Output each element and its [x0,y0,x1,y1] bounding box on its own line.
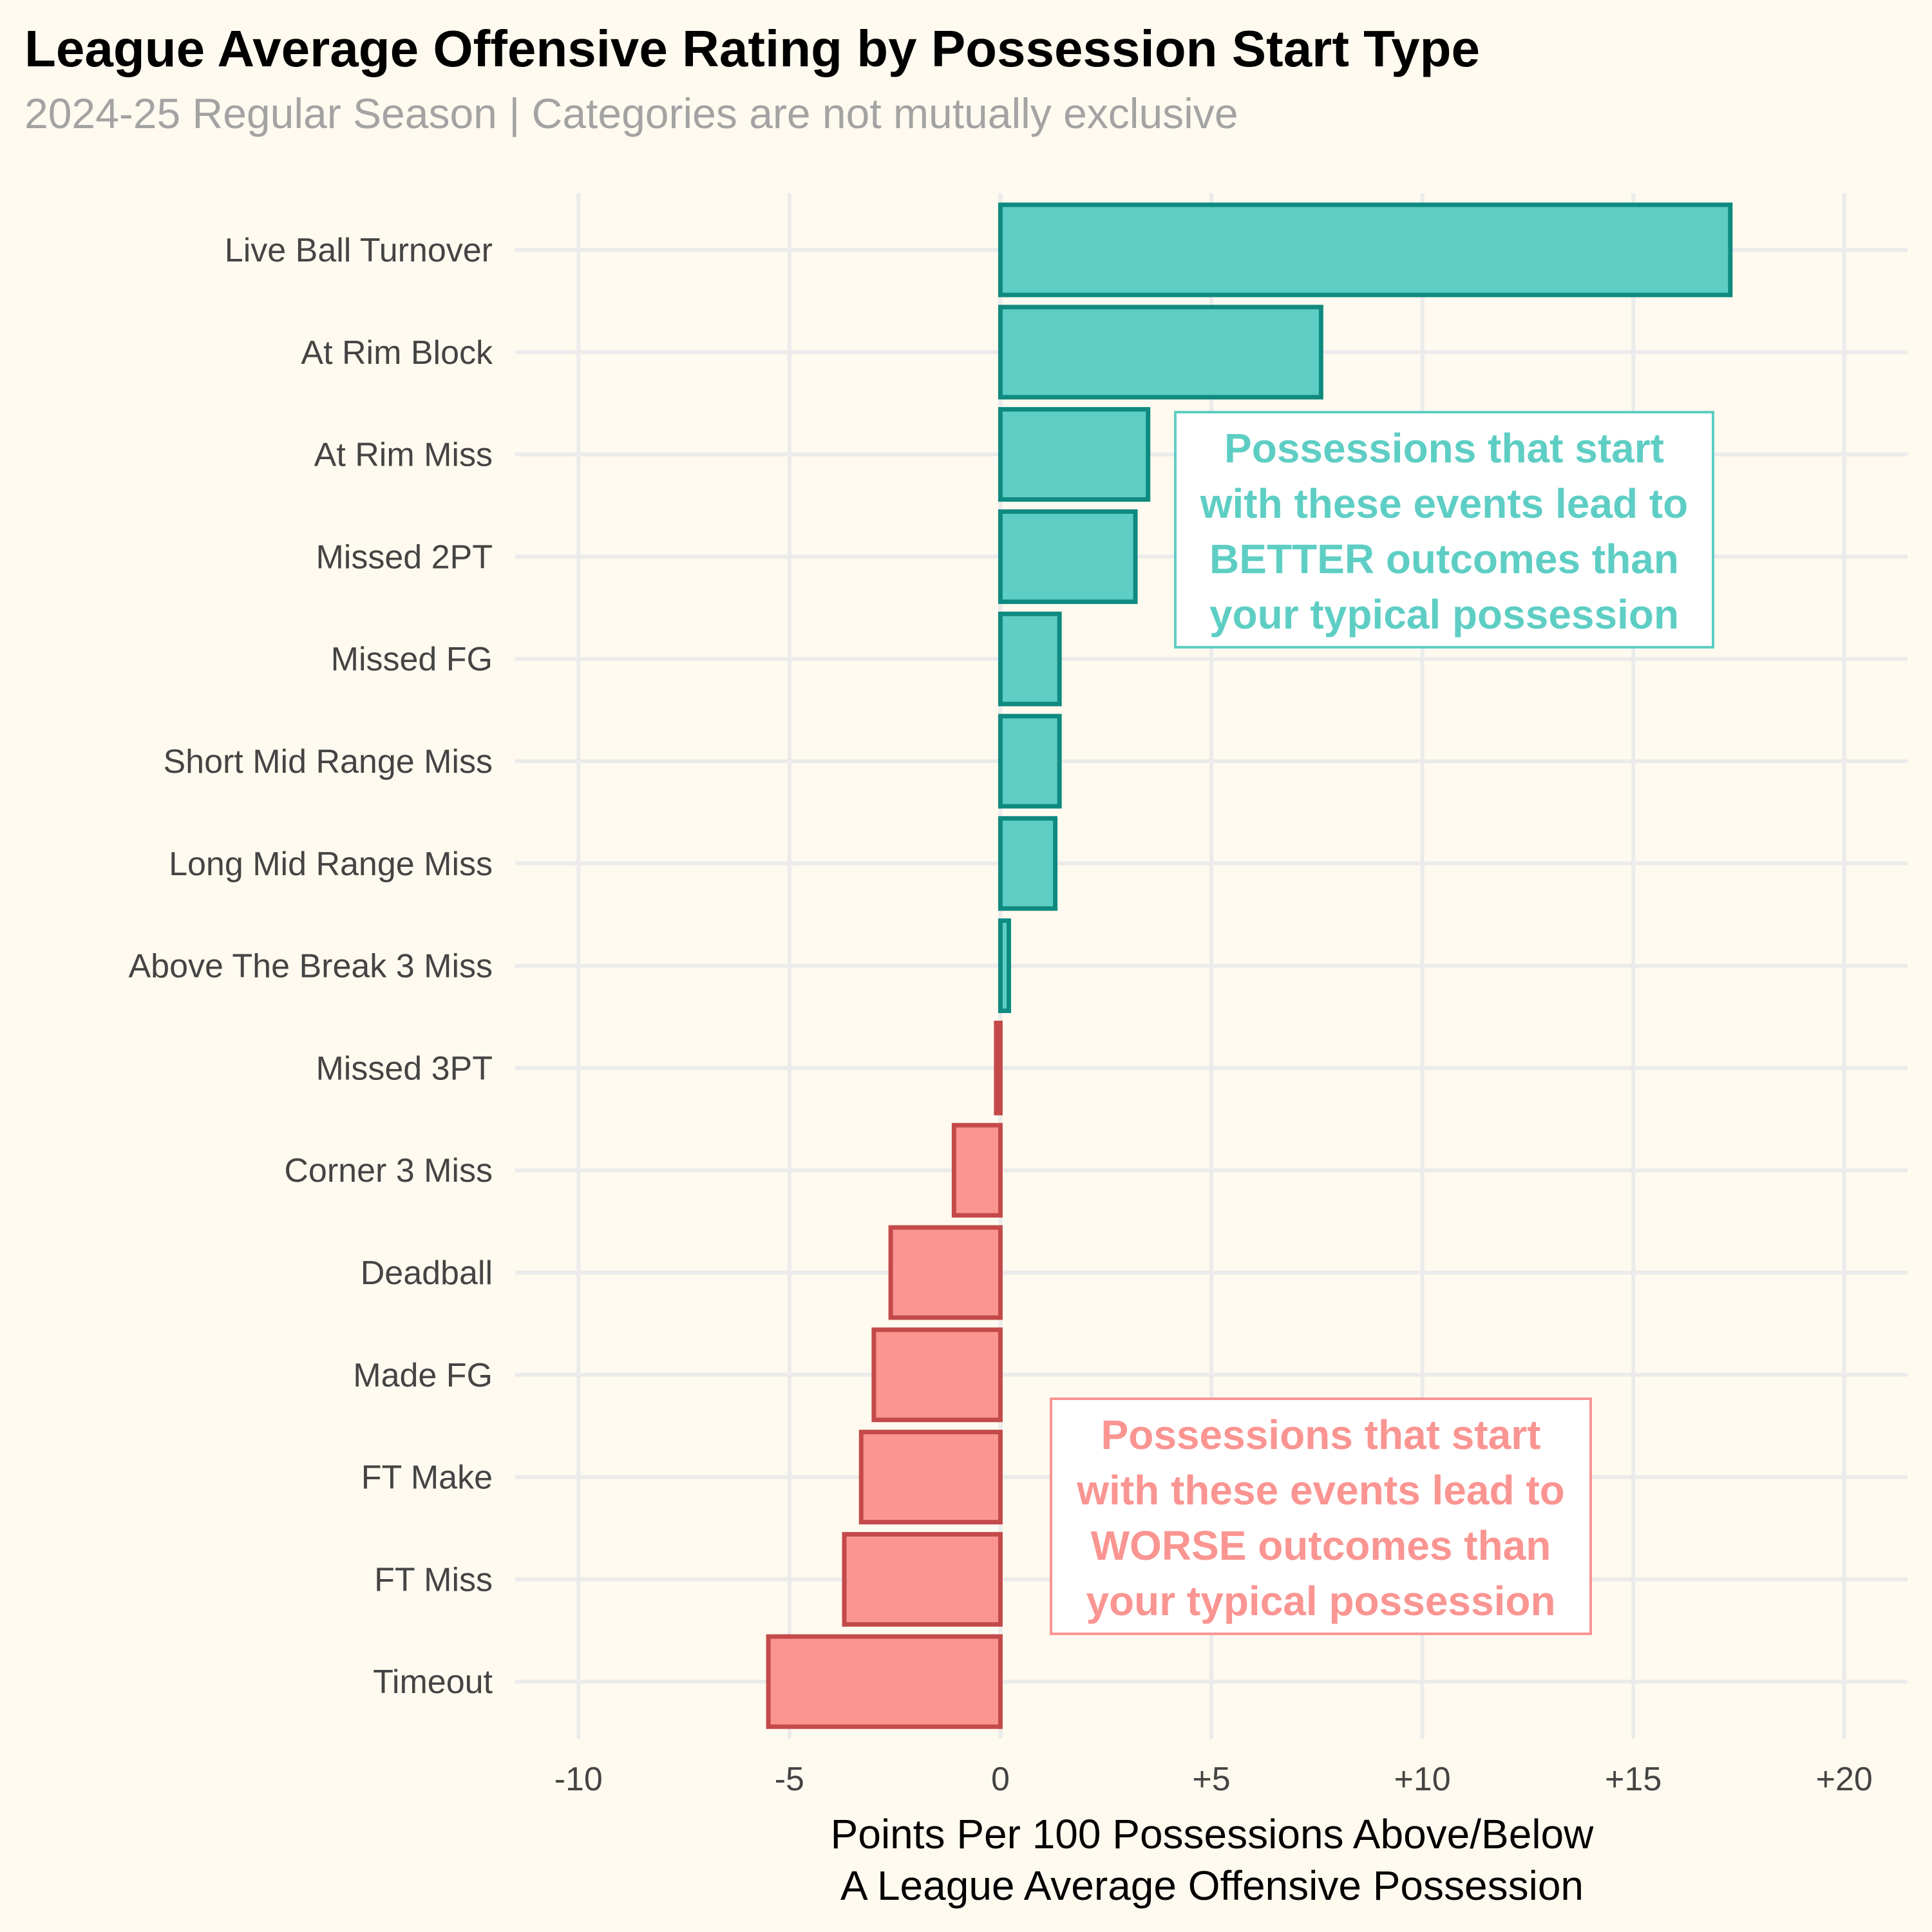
x-tick-label: +5 [1192,1761,1230,1798]
y-tick-label: At Rim Block [301,334,493,372]
annotation-text: Possessions that start with these events … [1200,425,1689,638]
annotation-box [1050,1397,1592,1635]
x-tick-label: -10 [554,1761,603,1798]
x-tick-label: +20 [1816,1761,1873,1798]
bar-positive [998,305,1323,400]
annotation-better: Possessions that start with these events … [1174,411,1714,649]
bar-positive [998,611,1062,706]
y-tick-label: At Rim Miss [314,437,493,474]
bar-negative [951,1122,1003,1218]
y-tick-label: Long Mid Range Miss [169,846,493,883]
y-tick-label: Made FG [353,1357,493,1394]
bar-negative [888,1225,1003,1320]
y-tick-label: Missed FG [331,641,493,678]
y-tick-label: Timeout [373,1663,493,1701]
y-tick-label: FT Make [361,1459,493,1497]
y-tick-label: Above The Break 3 Miss [128,948,493,985]
annotation-text: Possessions that start with these events … [1076,1412,1565,1624]
annotation-worse: Possessions that start with these events … [1050,1397,1592,1635]
x-tick-label: 0 [991,1761,1010,1798]
bar-positive [998,509,1138,604]
y-tick-label: Missed 3PT [316,1050,493,1087]
x-tick-label: -5 [775,1761,804,1798]
y-tick-label: FT Miss [374,1561,493,1598]
bar-negative [871,1327,1003,1423]
bar-negative [766,1634,1003,1729]
bar-positive [998,918,1012,1014]
bar-positive [998,816,1058,911]
chart-title: League Average Offensive Rating by Posse… [24,20,1480,77]
bar-positive [998,202,1733,298]
bar-negative [858,1430,1003,1525]
bar-positive [998,407,1151,502]
x-tick-label: +15 [1605,1761,1662,1798]
y-tick-label: Missed 2PT [316,538,493,576]
x-tick-label: +10 [1394,1761,1450,1798]
y-tick-label: Deadball [361,1255,493,1292]
bar-negative [842,1531,1003,1627]
y-tick-label: Short Mid Range Miss [163,743,493,781]
chart-subtitle: 2024-25 Regular Season | Categories are … [24,90,1238,137]
y-tick-label: Live Ball Turnover [225,232,493,269]
x-axis-title: Points Per 100 Possessions Above/Below A … [831,1811,1594,1909]
bar-negative [994,1020,1003,1115]
bar-positive [998,714,1062,809]
annotation-box [1174,411,1714,649]
y-tick-label: Corner 3 Miss [284,1152,493,1189]
